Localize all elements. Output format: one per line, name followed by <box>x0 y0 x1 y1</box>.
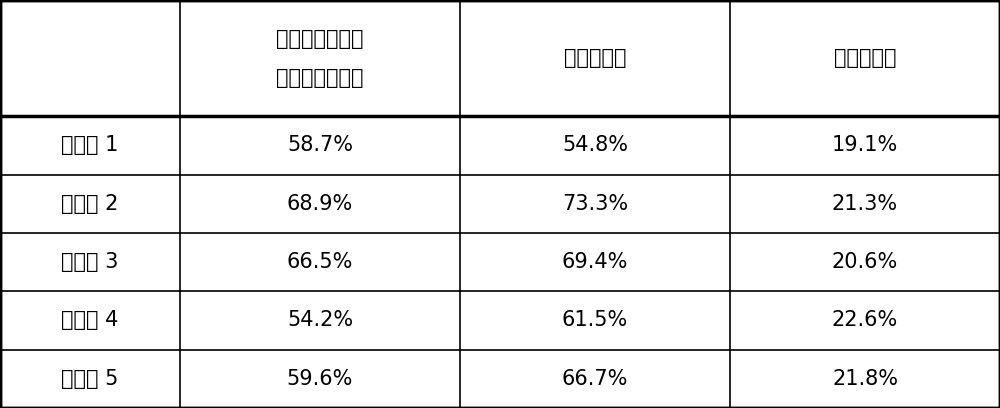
Text: 22.6%: 22.6% <box>832 310 898 330</box>
Text: 58.7%: 58.7% <box>287 135 353 155</box>
Text: 66.5%: 66.5% <box>287 252 353 272</box>
Text: 氢气选择性: 氢气选择性 <box>564 48 626 68</box>
Text: 54.2%: 54.2% <box>287 310 353 330</box>
Text: 21.8%: 21.8% <box>832 369 898 389</box>
Text: 69.4%: 69.4% <box>562 252 628 272</box>
Text: 实施例 3: 实施例 3 <box>61 252 119 272</box>
Text: 烷烃选择性: 烷烃选择性 <box>834 48 896 68</box>
Text: 66.7%: 66.7% <box>562 369 628 389</box>
Text: 实施例 1: 实施例 1 <box>61 135 119 155</box>
Text: 乙二醇转化为气
体产物的转化率: 乙二醇转化为气 体产物的转化率 <box>276 29 364 88</box>
Text: 61.5%: 61.5% <box>562 310 628 330</box>
Text: 20.6%: 20.6% <box>832 252 898 272</box>
Text: 73.3%: 73.3% <box>562 194 628 214</box>
Text: 59.6%: 59.6% <box>287 369 353 389</box>
Text: 21.3%: 21.3% <box>832 194 898 214</box>
Text: 54.8%: 54.8% <box>562 135 628 155</box>
Text: 实施例 2: 实施例 2 <box>61 194 119 214</box>
Text: 68.9%: 68.9% <box>287 194 353 214</box>
Text: 19.1%: 19.1% <box>832 135 898 155</box>
Text: 实施例 5: 实施例 5 <box>61 369 119 389</box>
Text: 实施例 4: 实施例 4 <box>61 310 119 330</box>
